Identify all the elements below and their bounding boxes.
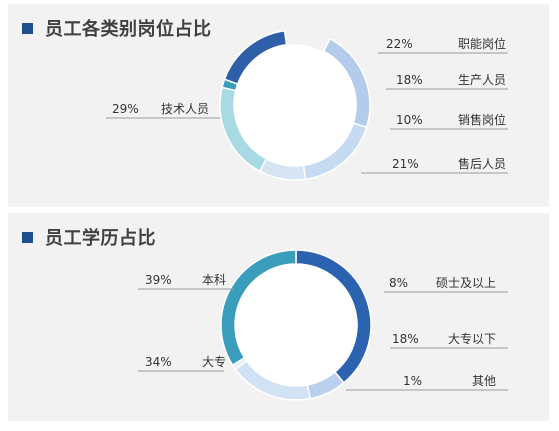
title-square-icon	[22, 231, 33, 243]
slice-value-label: 34%	[145, 355, 172, 369]
slice-name-label: 技术人员	[161, 102, 209, 116]
donut-ring	[219, 29, 371, 181]
slice-value-label: 21%	[392, 157, 419, 171]
donut-ring	[220, 249, 372, 401]
slice-name-label: 其他	[472, 374, 496, 388]
slice-value-label: 10%	[396, 113, 423, 127]
chart-panel-job-categories: 员工各类别岗位占比 22% 职能岗位 18% 生产人员 10% 销售岗位 21% 售后人员 29…	[8, 4, 549, 207]
slice-value-label: 18%	[392, 332, 419, 346]
slice-name-label: 大专以下	[448, 331, 496, 346]
chart-panel-education: 员工学历占比 39% 本科 8% 硕士及以上 18% 大专以下 1% 其他 34% 大专	[8, 213, 549, 421]
slice-name-label: 硕士及以上	[436, 276, 496, 290]
slice-value-label: 39%	[145, 273, 172, 287]
title-square-icon	[22, 22, 33, 34]
chart-title-row: 员工学历占比	[22, 225, 156, 249]
slice-name-label: 本科	[202, 273, 226, 287]
donut-chart-job-categories: 22% 职能岗位 18% 生产人员 10% 销售岗位 21% 售后人员 29% 技术人员	[106, 29, 508, 181]
donut-hole	[234, 44, 356, 166]
chart-title: 员工学历占比	[45, 228, 156, 249]
slice-name-label: 售后人员	[458, 156, 506, 171]
slice-value-label: 8%	[389, 276, 408, 290]
donut-slice-5	[220, 249, 297, 367]
donut-hole	[235, 264, 357, 386]
slice-value-label: 1%	[403, 374, 422, 388]
donut-slice	[223, 29, 288, 86]
slice-value-label: 29%	[112, 102, 139, 116]
donut-slice-5	[221, 78, 239, 92]
slice-value-label: 18%	[396, 73, 423, 87]
slice-name-label: 职能岗位	[458, 36, 506, 51]
donut-chart-education: 39% 本科 8% 硕士及以上 18% 大专以下 1% 其他 34% 大专	[138, 249, 508, 401]
slice-name-label: 销售岗位	[458, 112, 506, 127]
chart-title: 员工各类别岗位占比	[45, 19, 212, 40]
chart-title-row: 员工各类别岗位占比	[22, 16, 212, 40]
slice-value-label: 22%	[386, 37, 413, 51]
slice-name-label: 大专	[202, 354, 226, 369]
slice-name-label: 生产人员	[458, 73, 506, 87]
